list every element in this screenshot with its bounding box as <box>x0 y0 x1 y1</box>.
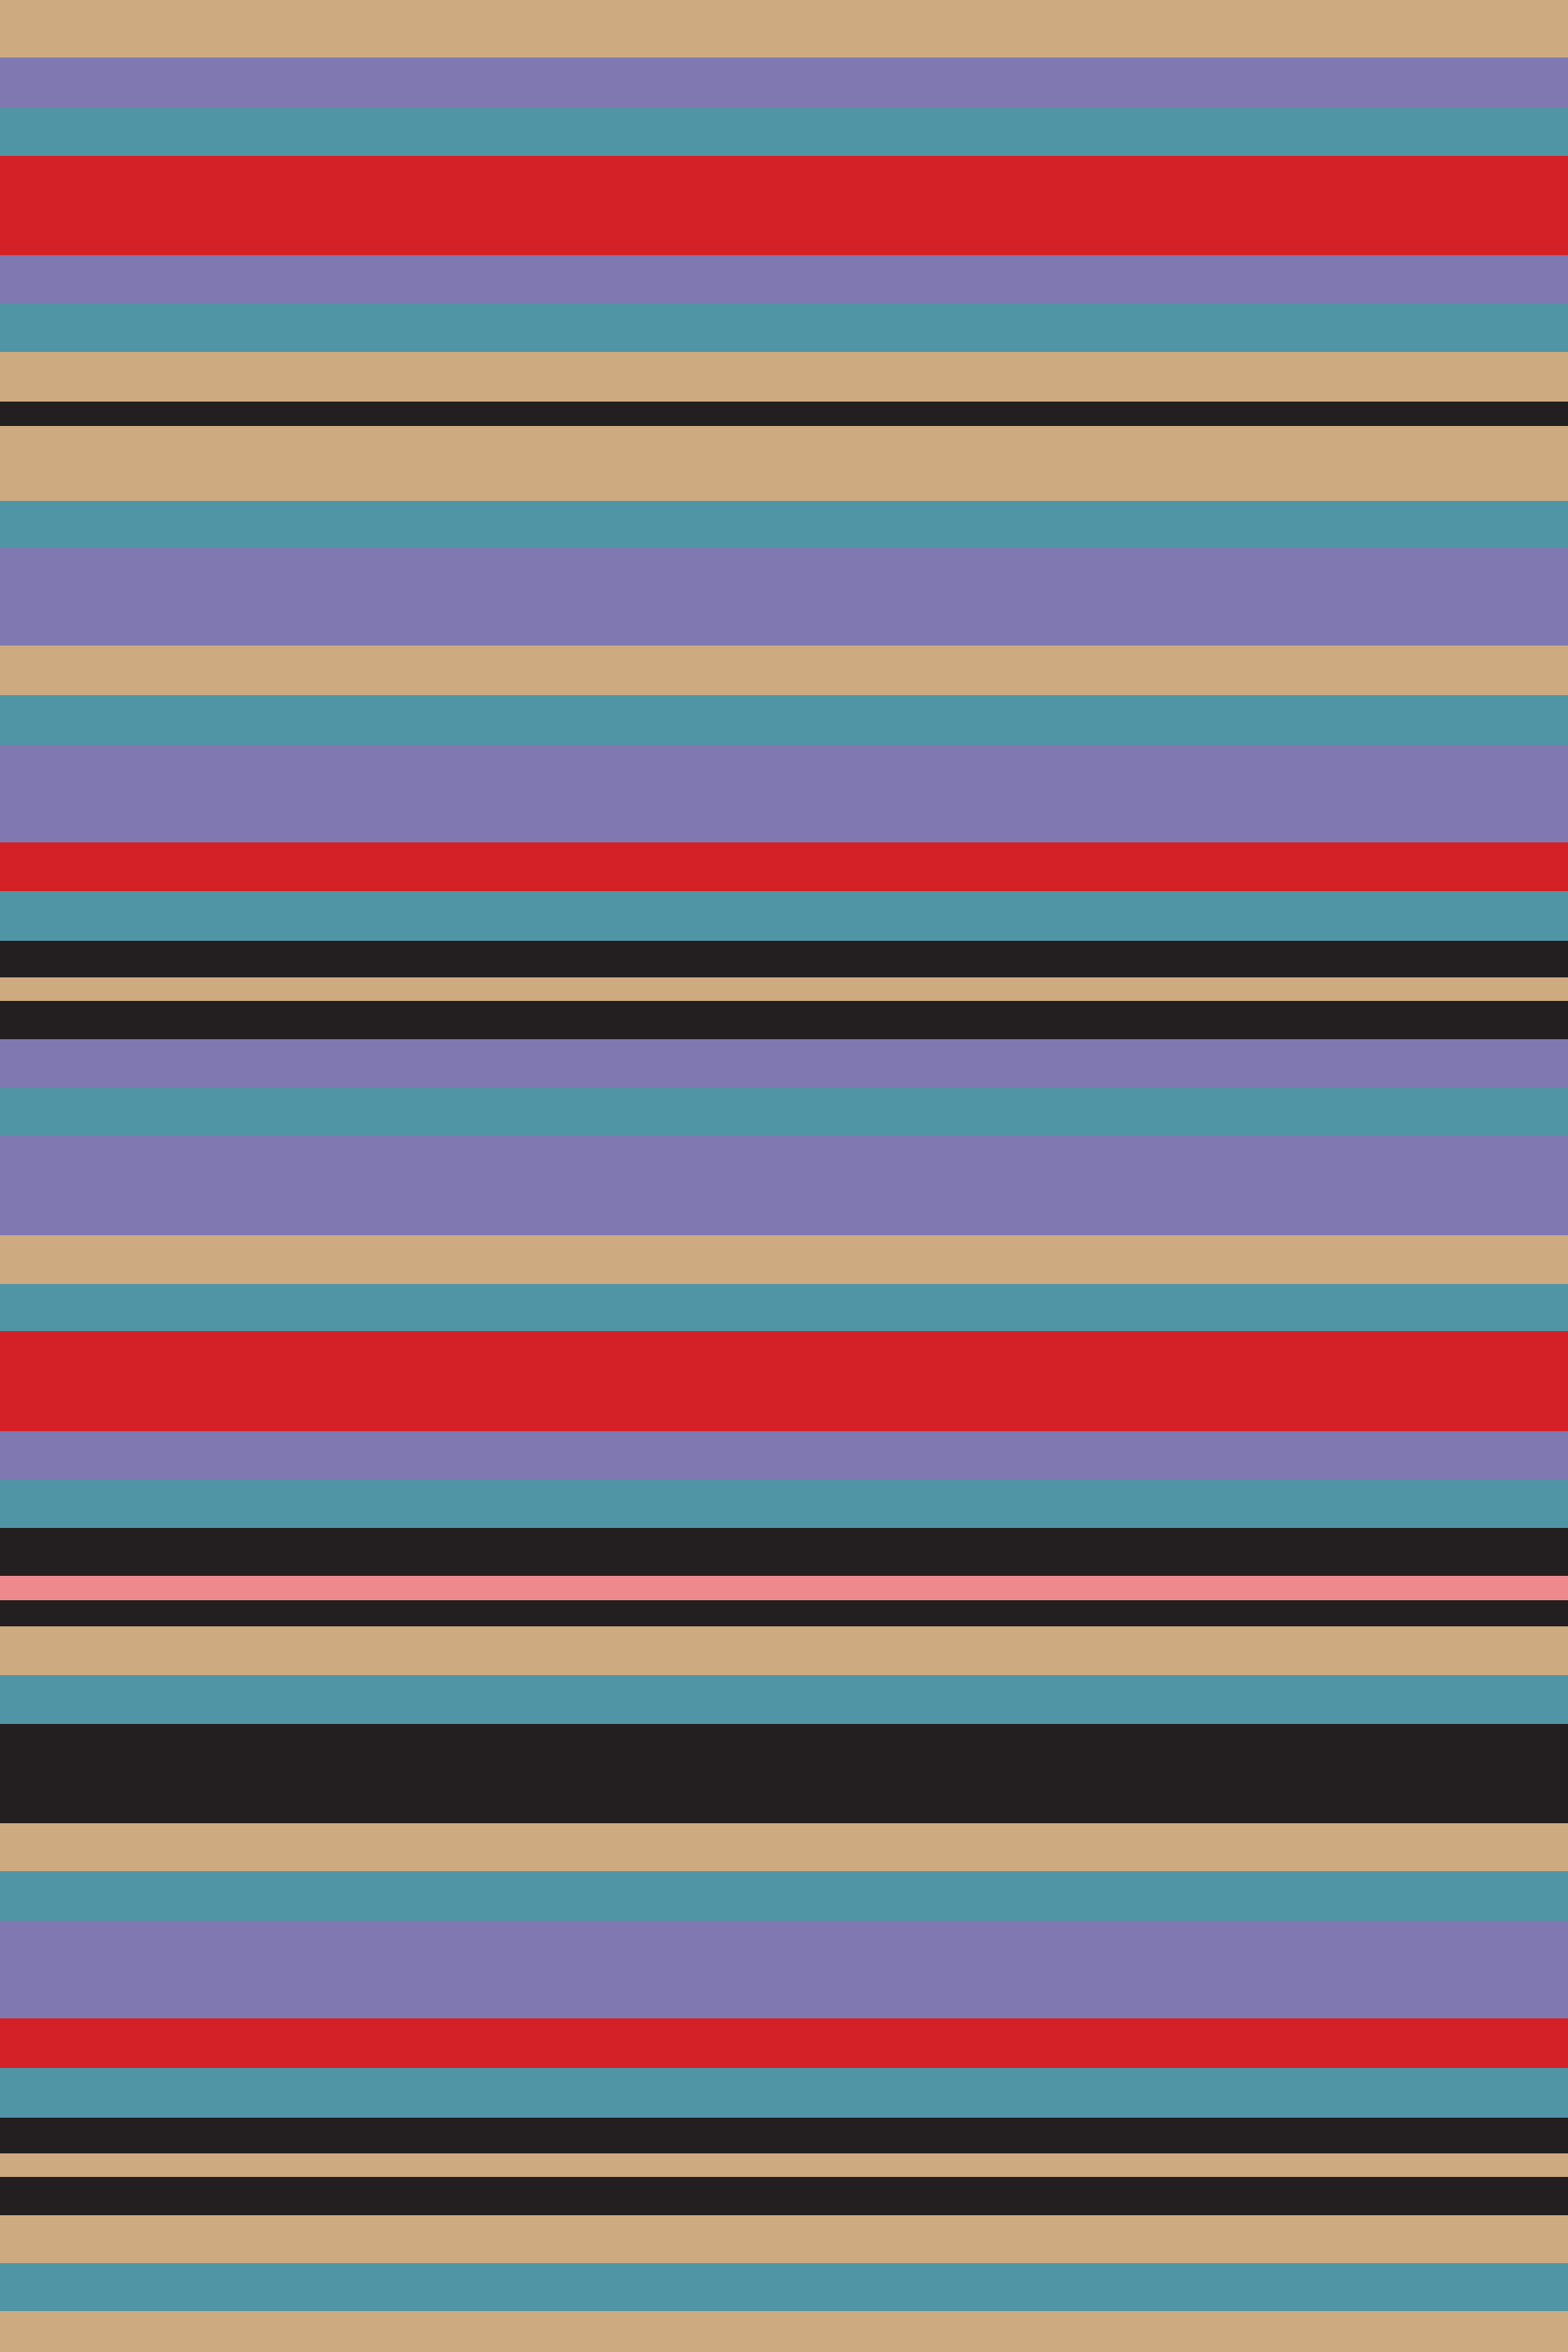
stripe-tan <box>0 426 1568 501</box>
stripe-tan <box>0 2153 1568 2177</box>
stripe-tan <box>0 1626 1568 1675</box>
stripe-teal <box>0 501 1568 548</box>
stripe-teal <box>0 1480 1568 1528</box>
stripe-teal <box>0 2263 1568 2311</box>
stripe-red <box>0 842 1568 891</box>
stripe-black <box>0 2177 1568 2215</box>
stripe-tan <box>0 977 1568 1001</box>
stripe-tan <box>0 1235 1568 1284</box>
stripe-red <box>0 156 1568 255</box>
stripe-tan <box>0 1823 1568 1871</box>
stripe-teal <box>0 1675 1568 1724</box>
stripe-teal <box>0 1088 1568 1136</box>
stripe-teal <box>0 695 1568 745</box>
stripe-purple <box>0 255 1568 303</box>
stripe-tan <box>0 352 1568 402</box>
stripe-black <box>0 402 1568 426</box>
stripe-pink <box>0 1576 1568 1600</box>
stripe-purple <box>0 548 1568 645</box>
stripe-tan <box>0 2215 1568 2263</box>
stripe-black <box>0 1001 1568 1039</box>
stripe-red <box>0 1331 1568 1431</box>
stripe-black <box>0 1528 1568 1576</box>
stripe-teal <box>0 1284 1568 1331</box>
stripe-tan <box>0 2311 1568 2352</box>
stripe-purple <box>0 57 1568 108</box>
stripe-black <box>0 1600 1568 1626</box>
stripe-teal <box>0 108 1568 156</box>
stripe-red <box>0 2018 1568 2068</box>
stripe-purple <box>0 745 1568 842</box>
stripe-teal <box>0 891 1568 941</box>
stripe-purple <box>0 1136 1568 1235</box>
stripe-black <box>0 1724 1568 1823</box>
stripe-black <box>0 2118 1568 2153</box>
stripe-teal <box>0 303 1568 352</box>
stripe-tan <box>0 0 1568 57</box>
stripe-black <box>0 941 1568 977</box>
stripe-purple <box>0 1431 1568 1480</box>
stripe-purple <box>0 1921 1568 2018</box>
stripe-teal <box>0 2068 1568 2118</box>
stripe-teal <box>0 1871 1568 1921</box>
stripe-tan <box>0 645 1568 695</box>
stripe-purple <box>0 1039 1568 1088</box>
